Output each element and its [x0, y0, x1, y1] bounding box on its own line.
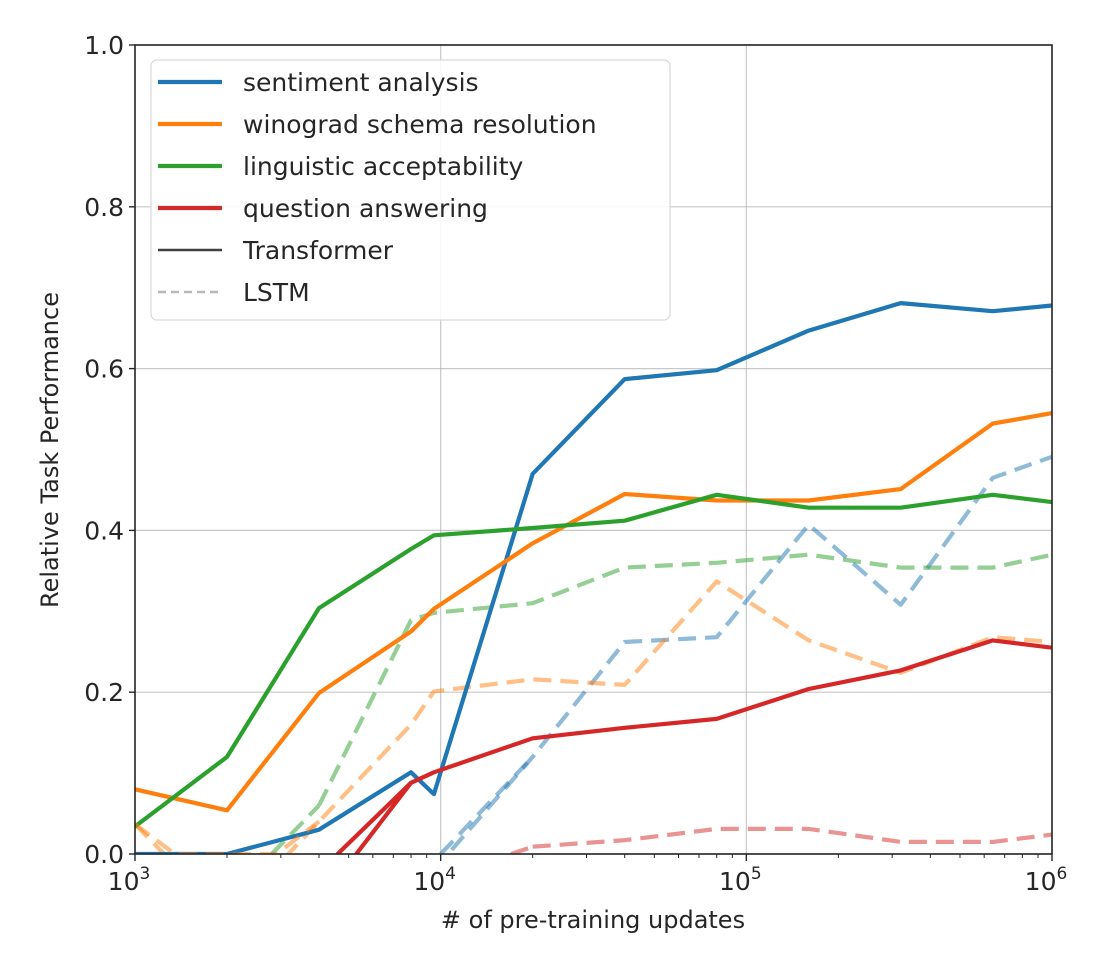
series-segment-transformer-question-answering	[335, 780, 414, 854]
legend-item: sentiment analysis	[158, 68, 479, 97]
series-transformer-linguistic-acceptability	[135, 492, 1052, 829]
y-tick-label: 1.0	[84, 31, 124, 60]
legend-label: LSTM	[243, 278, 310, 307]
legend-label: linguistic acceptability	[243, 152, 524, 181]
series-segment-lstm-winograd-schema-resolution	[135, 819, 321, 854]
legend-item: LSTM	[158, 278, 310, 307]
series-lstm-linguistic-acceptability	[317, 552, 1052, 807]
legend-item: Transformer	[158, 236, 394, 265]
x-tick-label: 103	[108, 864, 151, 896]
x-axis-label: # of pre-training updates	[441, 906, 745, 934]
y-tick-label: 0.8	[84, 193, 124, 222]
x-tick-label: 105	[719, 864, 762, 896]
series-lstm-winograd-schema-resolution	[135, 579, 1052, 854]
series-segment-lstm-question-answering	[510, 844, 534, 854]
y-tick-label: 0.6	[84, 355, 124, 384]
series-transformer-sentiment-analysis	[135, 301, 1052, 854]
series-segment-lstm-linguistic-acceptability	[270, 804, 321, 854]
legend-item: question answering	[158, 194, 488, 223]
y-tick-label: 0.4	[84, 516, 124, 545]
series-layer	[135, 301, 1052, 854]
series-segment-lstm-sentiment-analysis	[439, 755, 535, 854]
legend-box	[150, 59, 671, 321]
legend-label: winograd schema resolution	[243, 110, 597, 139]
legend-label: question answering	[243, 194, 488, 223]
legend-label: Transformer	[242, 236, 394, 265]
y-axis-ticks: 0.0 0.2 0.4 0.6 0.8 1.0	[84, 31, 135, 869]
series-transformer-winograd-schema-resolution	[135, 411, 1052, 813]
x-axis-ticks: 103 104 105 106	[108, 854, 1068, 896]
plot-frame	[134, 44, 1053, 855]
legend-item: linguistic acceptability	[158, 152, 524, 181]
series-lstm-question-answering	[532, 826, 1052, 849]
legend-label: sentiment analysis	[243, 68, 479, 97]
x-tick-label: 104	[413, 864, 456, 896]
y-tick-label: 0.2	[84, 678, 124, 707]
legend: sentiment analysis winograd schema resolu…	[150, 59, 671, 321]
x-tick-label: 106	[1025, 864, 1068, 896]
legend-item: winograd schema resolution	[158, 110, 597, 139]
y-axis-label: Relative Task Performance	[36, 292, 64, 608]
y-tick-label: 0.0	[84, 840, 124, 869]
series-transformer-question-answering	[353, 638, 1052, 854]
